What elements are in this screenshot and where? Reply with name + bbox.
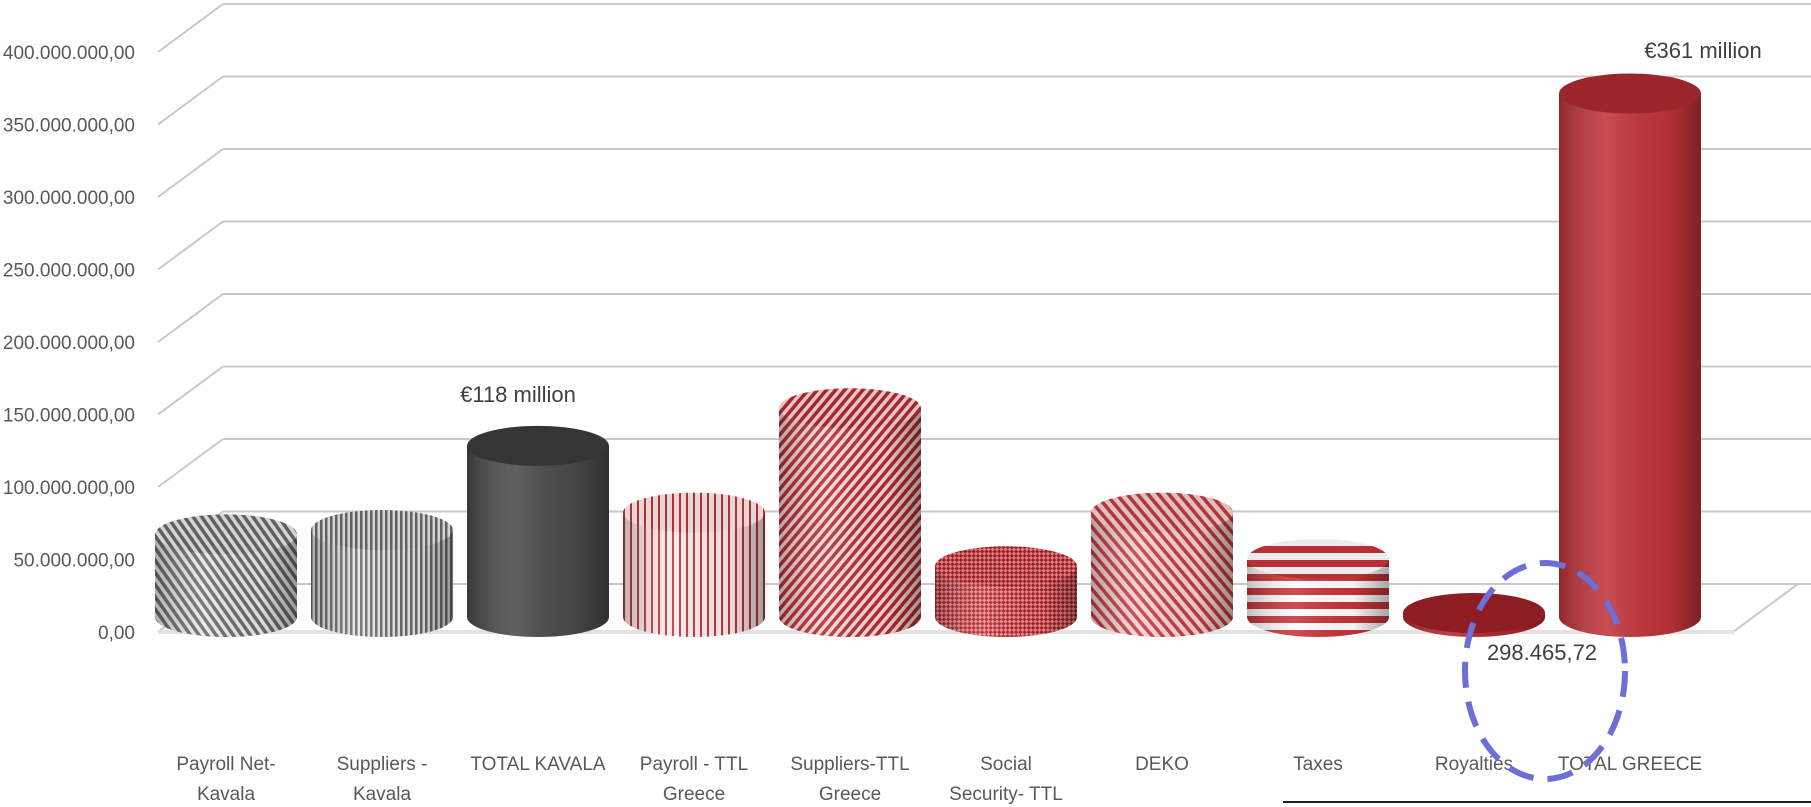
x-category-label: Suppliers-TTL Greece — [790, 754, 909, 805]
x-category-label: DEKO — [1135, 754, 1189, 775]
bar-8 — [1403, 593, 1545, 637]
bar-top-shade — [467, 425, 609, 466]
bar-top-shade — [1559, 73, 1701, 114]
bar-shading — [311, 530, 453, 637]
floor-right-edge — [1732, 583, 1799, 633]
bar-top — [935, 546, 1077, 587]
bar-4 — [779, 388, 921, 637]
bar-7 — [1247, 539, 1389, 637]
bar-0 — [155, 514, 297, 637]
gridline-diagonal — [157, 3, 224, 53]
bar-shading — [623, 512, 765, 637]
y-tick-label: 0,00 — [98, 623, 135, 644]
annotation-overlay — [1283, 560, 1811, 803]
bar-top — [467, 425, 609, 466]
x-category-label: TOTAL KAVALA — [470, 754, 605, 775]
bar-top — [155, 514, 297, 555]
bar-top-shade — [623, 492, 765, 533]
bar-6 — [1091, 492, 1233, 637]
bar-top-shade — [779, 388, 921, 429]
y-tick-label: 250.000.000,00 — [3, 261, 135, 282]
bar-top-shade — [1247, 539, 1389, 579]
bar-shading — [1559, 93, 1701, 638]
bar-top — [1559, 73, 1701, 114]
y-tick-label: 150.000.000,00 — [3, 406, 135, 427]
bar-top — [623, 492, 765, 533]
data-labels: €118 million 298.465,72 €361 million — [460, 38, 1762, 665]
gridline-diagonal — [157, 148, 224, 198]
bar-top — [1091, 492, 1233, 533]
gridline-diagonal — [157, 438, 224, 488]
gridline-diagonal — [157, 365, 224, 416]
bar-shading — [935, 566, 1077, 637]
bar-top-shade — [155, 514, 297, 555]
bar-top-shade — [1091, 492, 1233, 533]
gridline-diagonal — [157, 75, 224, 126]
bar-top — [311, 510, 453, 550]
y-tick-label: 100.000.000,00 — [3, 478, 135, 499]
y-axis-ticks: 0,00 50.000.000,00 100.000.000,00 150.000.0… — [3, 43, 135, 644]
data-label: €361 million — [1644, 38, 1761, 63]
x-category-label: TOTAL GREECE — [1558, 754, 1702, 775]
floor — [158, 630, 1734, 634]
bar-shading — [1091, 512, 1233, 637]
gridline-diagonal — [157, 293, 224, 343]
x-category-label: Taxes — [1293, 754, 1343, 775]
bar-5 — [935, 546, 1077, 637]
bar-top — [779, 388, 921, 429]
bar-top-shade — [935, 546, 1077, 587]
bar-shading — [155, 534, 297, 637]
bar-1 — [311, 510, 453, 637]
bar-3 — [623, 492, 765, 637]
x-category-label: Royalties — [1435, 754, 1513, 775]
bar-shading — [1247, 559, 1389, 637]
data-label: 298.465,72 — [1487, 640, 1597, 665]
gridline-diagonal — [157, 220, 224, 271]
y-tick-label: 400.000.000,00 — [3, 43, 135, 64]
bar-shading — [467, 445, 609, 637]
bar-9 — [1559, 73, 1701, 638]
y-tick-label: 350.000.000,00 — [3, 116, 135, 137]
highlight-circle — [1462, 560, 1628, 782]
y-tick-label: 200.000.000,00 — [3, 333, 135, 354]
bar-top — [1403, 593, 1545, 633]
bar-top-shade — [1403, 593, 1545, 633]
x-category-label: Payroll Net-Kavala — [176, 754, 275, 805]
x-category-label: Payroll - TTL Greece — [640, 754, 748, 805]
bar-top — [1247, 539, 1389, 579]
bar-top-shade — [311, 510, 453, 550]
bars — [155, 73, 1701, 638]
bar-shading — [779, 408, 921, 637]
bar-2 — [467, 425, 609, 637]
x-category-label: Suppliers -Kavala — [337, 754, 428, 805]
x-category-label: Social Security- TTL — [949, 754, 1063, 805]
category-labels: Payroll Net-Kavala Suppliers -Kavala TOTAL… — [176, 754, 1702, 805]
y-tick-label: 300.000.000,00 — [3, 188, 135, 209]
y-tick-label: 50.000.000,00 — [13, 551, 135, 572]
data-label: €118 million — [460, 382, 576, 407]
